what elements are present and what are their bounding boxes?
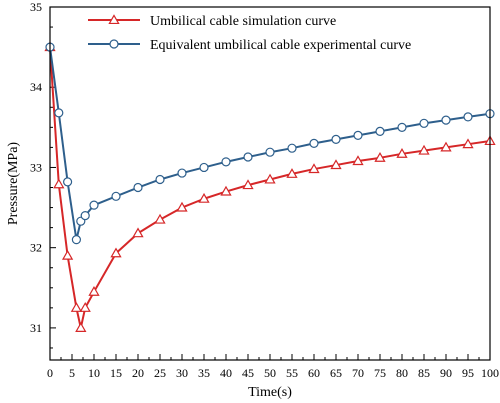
- simulation-point: [220, 185, 232, 196]
- x-tick-label: 5: [69, 366, 75, 380]
- simulation-point: [176, 201, 188, 212]
- experimental-point: [441, 115, 451, 125]
- legend-label: Umbilical cable simulation curve: [150, 14, 336, 29]
- ticks-layer: 0 5 10 15 20 25 30 35 40 45 50 55 60 65 70 75 80 85 90 95 10…: [30, 0, 499, 380]
- experimental-point: [331, 134, 341, 144]
- experimental-point: [111, 191, 121, 201]
- x-tick-label: 0: [47, 366, 53, 380]
- simulation-point: [198, 192, 210, 203]
- simulation-point: [374, 152, 386, 162]
- x-tick-label: 95: [462, 366, 474, 380]
- simulation-line: [49, 47, 491, 329]
- x-tick-label: 35: [198, 366, 210, 380]
- experimental-point: [221, 157, 231, 167]
- x-tick-label: 100: [481, 366, 499, 380]
- x-tick-label: 40: [220, 366, 232, 380]
- simulation-point: [462, 138, 474, 149]
- experimental-point: [309, 138, 319, 148]
- simulation-point: [154, 213, 166, 224]
- legend-triangle-icon: [108, 14, 120, 25]
- x-tick-label: 30: [176, 366, 188, 380]
- legend-circle-icon: [109, 39, 119, 49]
- experimental-point: [353, 130, 363, 140]
- simulation-point: [418, 144, 430, 155]
- experimental-point: [287, 143, 297, 153]
- y-tick-label: 34: [30, 80, 42, 94]
- simulation-point: [110, 247, 122, 258]
- y-axis-title: Pressure(MPa): [6, 142, 21, 226]
- experimental-point: [89, 200, 99, 210]
- x-tick-label: 55: [286, 366, 298, 380]
- simulation-point: [396, 148, 408, 158]
- x-tick-label: 45: [242, 366, 254, 380]
- simulation-point: [132, 227, 144, 238]
- x-tick-label: 90: [440, 366, 452, 380]
- y-tick-label: 31: [30, 321, 42, 335]
- simulation-point: [70, 302, 83, 312]
- experimental-point: [375, 126, 385, 136]
- x-tick-label: 60: [308, 366, 320, 380]
- legend-label: Equivalent umbilical cable experimental …: [150, 38, 411, 53]
- simulation-point: [61, 249, 74, 260]
- experimental-point: [243, 152, 253, 162]
- x-axis-title: Time(s): [248, 385, 292, 400]
- experimental-point: [177, 168, 187, 178]
- simulation-point: [75, 322, 87, 332]
- experimental-point: [199, 162, 209, 173]
- series-layer: [44, 41, 496, 332]
- experimental-point: [54, 108, 64, 118]
- legend-item: Equivalent umbilical cable experimental …: [88, 38, 411, 53]
- simulation-point: [286, 168, 298, 178]
- simulation-point: [440, 141, 452, 152]
- legend: Umbilical cable simulation curve Equivale…: [88, 14, 411, 53]
- x-tick-label: 50: [264, 366, 276, 380]
- x-tick-label: 70: [352, 366, 364, 380]
- experimental-point: [265, 147, 275, 157]
- simulation-point: [330, 159, 342, 170]
- experimental-point: [155, 174, 165, 185]
- experimental-point: [419, 118, 429, 128]
- x-tick-label: 15: [110, 366, 122, 380]
- experimental-point: [71, 235, 82, 245]
- simulation-point: [79, 302, 91, 312]
- simulation-point: [352, 155, 364, 166]
- legend-item: Umbilical cable simulation curve: [88, 14, 336, 29]
- simulation-series: [44, 41, 496, 332]
- x-tick-label: 10: [88, 366, 100, 380]
- y-tick-label: 33: [30, 160, 42, 174]
- x-tick-label: 85: [418, 366, 430, 380]
- x-tick-label: 65: [330, 366, 342, 380]
- simulation-point: [53, 178, 65, 189]
- x-tick-label: 25: [154, 366, 166, 380]
- experimental-point: [463, 112, 473, 122]
- experimental-series: [45, 42, 495, 245]
- experimental-line: [49, 46, 491, 241]
- x-tick-label: 75: [374, 366, 386, 380]
- experimental-point: [133, 182, 143, 193]
- simulation-point: [242, 179, 254, 190]
- y-tick-label: 35: [30, 0, 42, 14]
- y-tick-label: 32: [30, 241, 42, 255]
- experimental-point: [62, 177, 73, 187]
- simulation-point: [88, 285, 100, 296]
- x-tick-label: 20: [132, 366, 144, 380]
- simulation-point: [308, 163, 320, 174]
- experimental-point: [397, 122, 407, 132]
- plot-frame: [49, 6, 491, 361]
- simulation-point: [264, 173, 276, 184]
- experimental-point: [80, 210, 90, 221]
- x-tick-label: 80: [396, 366, 408, 380]
